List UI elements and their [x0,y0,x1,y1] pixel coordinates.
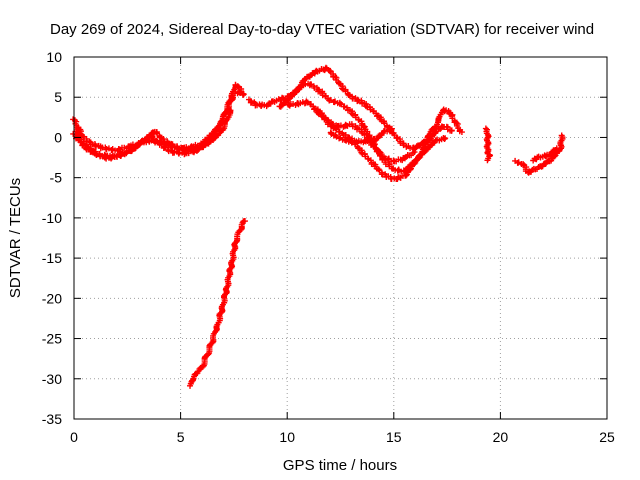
y-tick-label: -25 [42,331,62,347]
y-tick-label: 10 [46,49,62,65]
data-point-plus [434,107,447,128]
data-point-plus [254,101,268,109]
series-track-j [512,132,566,176]
data-point-plus [402,161,417,179]
data-point-plus [276,98,290,110]
data-point-plus [330,122,344,131]
data-point-plus [336,134,349,143]
y-tick-label: 5 [54,89,62,105]
data-point-plus [530,163,546,173]
x-tick-label: 25 [599,429,615,445]
data-point-plus [114,144,130,154]
series-track-b [73,88,244,161]
data-point-plus [446,109,461,128]
data-point-plus [370,143,386,160]
data-point-plus [339,85,353,99]
x-tick-label: 10 [279,429,295,445]
data-point-plus [484,153,493,164]
data-point-plus [230,88,244,97]
series-track-e [276,80,455,175]
x-tick-label: 15 [386,429,402,445]
x-tick-label: 20 [493,429,509,445]
data-point-plus [221,107,234,132]
data-point-plus [336,128,353,142]
data-point-plus [238,218,248,228]
data-point-plus [400,149,418,162]
data-point-plus [432,134,449,144]
data-point-plus [370,107,385,125]
series-track-i [482,125,494,164]
data-point-plus [233,223,245,244]
y-tick-label: -5 [50,170,63,186]
data-point-plus [411,149,428,167]
y-tick-label: -20 [42,290,62,306]
data-point-plus [482,125,490,135]
chart-title: Day 269 of 2024, Sidereal Day-to-day VTE… [50,21,594,38]
y-tick-label: -35 [42,411,62,427]
data-point-plus [336,99,353,114]
data-point-plus [421,128,440,150]
data-point-plus [198,344,213,371]
data-point-plus [382,125,395,135]
data-point-plus [359,99,374,113]
data-point-plus [206,319,222,349]
plot-frame [73,56,608,420]
x-tick-label: 5 [177,429,185,445]
data-point-plus [70,130,87,149]
data-point-plus [530,153,542,164]
data-point-plus [358,149,375,166]
y-tick-label: -10 [42,210,62,226]
data-point-plus [222,262,236,298]
data-point-plus [310,67,323,77]
data-point-plus [525,166,536,176]
data-points [70,64,566,389]
data-point-plus [441,123,455,134]
data-point-plus [228,239,240,267]
data-point-plus [284,91,298,103]
data-point-plus [92,142,109,152]
x-tick-label: 0 [70,429,78,445]
data-point-plus [156,141,175,155]
y-tick-label: -15 [42,250,62,266]
data-point-plus [216,292,228,324]
data-point-plus [327,129,340,140]
grid [74,57,607,419]
series-track-h [327,125,395,146]
series-track-l [187,218,248,389]
y-tick-label: 0 [54,129,62,145]
data-point-plus [556,132,566,154]
y-axis-title: SDTVAR / TECUs [7,178,24,298]
y-tick-label: -30 [42,371,62,387]
data-point-plus [263,98,278,110]
data-point-plus [454,122,465,136]
series-track-k [530,145,560,164]
data-point-plus [232,81,243,91]
x-tick-labels: 0 5 10 15 20 25 [70,429,615,445]
data-point-plus [212,126,227,140]
series-track-c [70,107,234,162]
data-point-plus [348,108,365,125]
data-point-plus [130,137,148,152]
x-axis-title: GPS time / hours [283,457,397,474]
axis-ticks [73,56,608,420]
y-tick-labels: -35 -30 -25 -20 -15 -10 -5 0 5 10 [42,49,62,427]
data-point-plus [349,93,365,105]
data-point-plus [483,130,492,153]
data-point-plus [198,135,218,151]
data-point-plus [546,145,560,158]
series-track-g [314,106,418,165]
data-point-plus [322,114,336,129]
data-point-plus [91,150,110,162]
data-point-plus [422,139,438,155]
data-point-plus [440,106,452,115]
